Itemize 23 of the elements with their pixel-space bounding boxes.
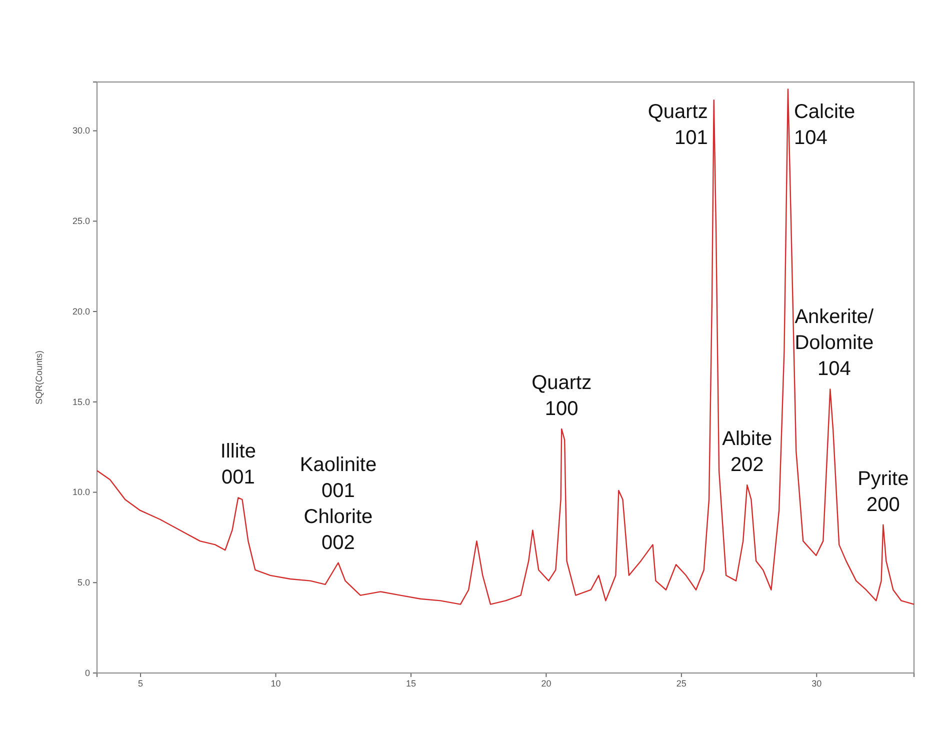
x-tick-label: 15 <box>406 678 416 688</box>
annotation: Kaolinite 001 Chlorite 002 <box>300 454 377 554</box>
x-tick-label: 5 <box>138 678 144 688</box>
y-tick-label: 20.0 <box>72 306 90 316</box>
x-tick-label: 10 <box>270 678 281 688</box>
annotation: Albite 202 <box>722 428 772 476</box>
x-tick-label: 20 <box>541 678 552 688</box>
annotation: Pyrite 200 <box>858 468 909 516</box>
y-tick-label: 30.0 <box>72 126 90 136</box>
x-tick-label: 30 <box>812 678 822 688</box>
line-series <box>96 88 915 605</box>
y-tick-label: 15.0 <box>72 396 90 407</box>
annotation: Quartz 101 <box>648 101 708 149</box>
y-tick-label: 5.0 <box>77 578 90 588</box>
y-tick-label: 10.0 <box>72 487 90 498</box>
annotation: Calcite 104 <box>794 101 856 149</box>
annotation: Quartz 100 <box>532 372 592 420</box>
annotation: Ankerite/ Dolomite 104 <box>794 306 874 380</box>
y-tick-label: 25.0 <box>72 216 90 226</box>
y-tick-label: 0 <box>84 668 90 678</box>
annotation: Illite 001 <box>220 440 256 489</box>
x-tick-label: 25 <box>676 678 686 688</box>
y-axis-title: SQR(Counts) <box>34 350 44 405</box>
